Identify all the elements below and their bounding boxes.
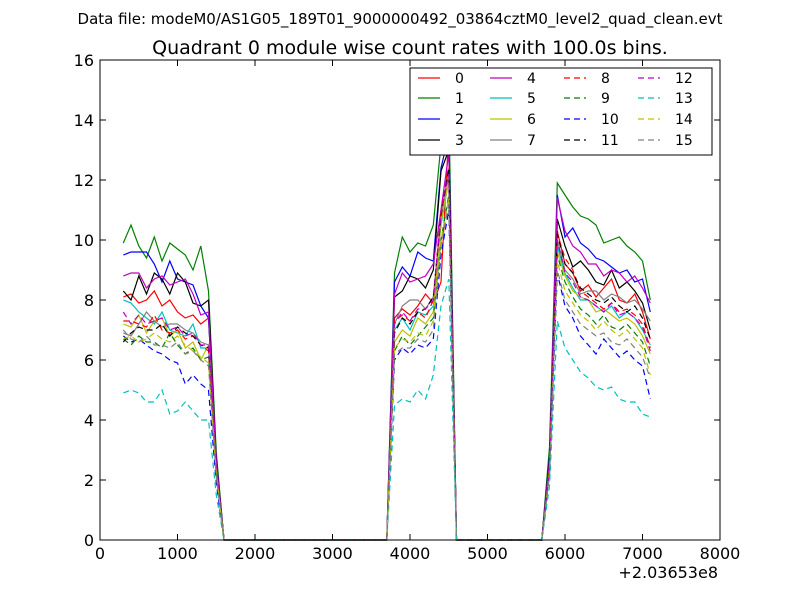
series-line-5 <box>123 179 651 541</box>
series-line-8 <box>123 167 651 541</box>
series-line-4 <box>123 152 651 541</box>
legend-label-8: 8 <box>601 71 610 87</box>
x-tick-label: 1000 <box>157 544 198 563</box>
axis-ticks: 0 1000 2000 3000 4000 5000 6000 7000 80000246810… <box>74 51 741 563</box>
x-tick-label: 6000 <box>545 544 586 563</box>
figure-suptitle: Data file: modeM0/AS1G05_189T01_90000004… <box>78 10 723 29</box>
legend-label-1: 1 <box>455 91 464 107</box>
x-tick-label: 7000 <box>622 544 663 563</box>
legend-label-14: 14 <box>675 112 693 128</box>
x-tick-label: 0 <box>95 544 105 563</box>
x-tick-label: 3000 <box>312 544 353 563</box>
legend-label-6: 6 <box>527 112 536 128</box>
series-line-10 <box>122 209 651 541</box>
series-line-6 <box>123 179 651 541</box>
y-tick-label: 8 <box>84 291 94 310</box>
legend-label-15: 15 <box>675 133 693 149</box>
series-line-15 <box>122 203 651 541</box>
y-tick-label: 10 <box>74 231 94 250</box>
x-tick-label: 8000 <box>700 544 741 563</box>
series-line-7 <box>123 170 651 541</box>
legend-label-2: 2 <box>455 112 464 128</box>
legend-box <box>409 67 713 156</box>
y-tick-label: 16 <box>74 51 94 70</box>
x-tick-label: 2000 <box>235 544 276 563</box>
y-tick-label: 0 <box>84 531 94 550</box>
series-line-0 <box>123 131 651 541</box>
legend-label-11: 11 <box>601 133 619 149</box>
legend-label-0: 0 <box>455 71 464 87</box>
x-tick-label: 5000 <box>467 544 508 563</box>
legend-label-12: 12 <box>675 71 693 87</box>
x-tick-label: 4000 <box>390 544 431 563</box>
legend-label-7: 7 <box>527 133 536 149</box>
series-line-13 <box>123 278 651 541</box>
y-tick-label: 6 <box>84 351 94 370</box>
chart-title: Quadrant 0 module wise count rates with … <box>152 37 668 59</box>
legend-label-3: 3 <box>455 133 464 149</box>
y-tick-label: 12 <box>74 171 94 190</box>
series-line-12 <box>122 173 651 541</box>
y-tick-label: 14 <box>74 111 94 130</box>
series-line-1 <box>122 104 651 541</box>
series-line-14 <box>123 197 651 541</box>
series-line-9 <box>122 194 651 541</box>
series-line-2 <box>123 134 651 541</box>
legend-label-5: 5 <box>527 91 536 107</box>
legend-label-10: 10 <box>601 112 619 128</box>
y-tick-label: 2 <box>84 471 94 490</box>
legend-label-4: 4 <box>527 71 536 87</box>
y-tick-label: 4 <box>84 411 94 430</box>
legend-label-9: 9 <box>601 91 610 107</box>
legend-label-13: 13 <box>675 91 693 107</box>
plot-lines <box>122 104 651 541</box>
x-offset-label: +2.03653e8 <box>618 563 718 582</box>
series-line-11 <box>122 167 651 541</box>
